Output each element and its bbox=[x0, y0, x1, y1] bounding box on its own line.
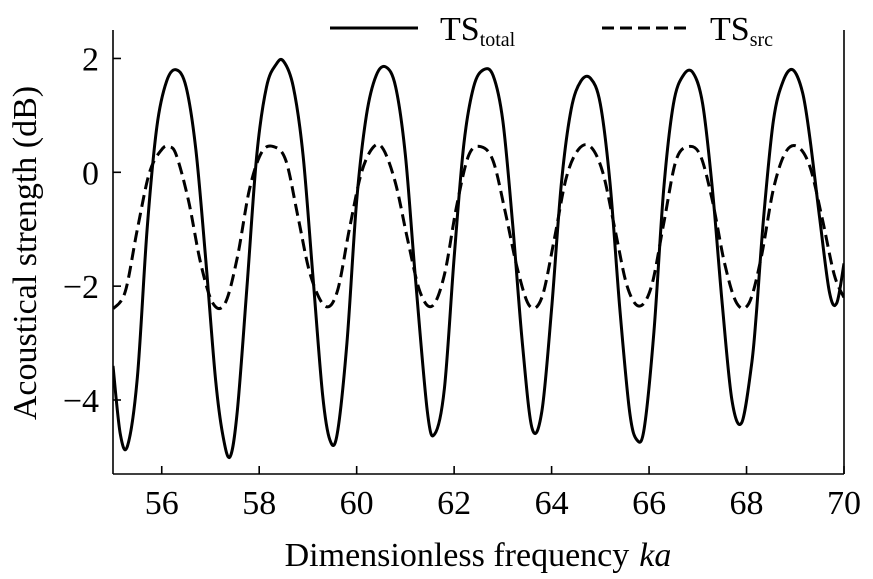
x-tick-label: 68 bbox=[730, 485, 764, 522]
x-axis-title: Dimensionless frequency ka bbox=[285, 537, 672, 574]
legend-label-total: TStotal bbox=[440, 11, 516, 51]
ticks: 56 58 60 62 64 66 68 70 2 0 −2 −4 bbox=[63, 41, 861, 522]
y-tick-label: 0 bbox=[82, 155, 99, 192]
y-tick-label: −4 bbox=[63, 383, 99, 420]
x-tick-label: 64 bbox=[535, 485, 569, 522]
legend-label-src-main: TS bbox=[710, 11, 750, 48]
x-tick-label: 70 bbox=[827, 485, 861, 522]
x-axis-title-main: Dimensionless frequency bbox=[285, 537, 630, 574]
x-tick-label: 60 bbox=[340, 485, 374, 522]
x-tick-label: 66 bbox=[632, 485, 666, 522]
y-tick-label: −2 bbox=[63, 269, 99, 306]
legend-label-total-main: TS bbox=[440, 11, 480, 48]
legend: TStotal TSsrc bbox=[330, 11, 773, 51]
series-line-total bbox=[113, 57, 844, 460]
x-tick-label: 56 bbox=[145, 485, 179, 522]
series-line-src bbox=[113, 142, 844, 311]
y-tick-label: 2 bbox=[82, 41, 99, 78]
y-axis-title: Acoustical strength (dB) bbox=[7, 86, 44, 420]
x-tick-label: 58 bbox=[242, 485, 276, 522]
legend-label-src: TSsrc bbox=[710, 11, 773, 51]
plot-area bbox=[113, 57, 844, 460]
legend-label-src-sub: src bbox=[750, 29, 773, 51]
x-tick-label: 62 bbox=[437, 485, 471, 522]
x-axis-title-var: ka bbox=[639, 537, 671, 574]
legend-label-total-sub: total bbox=[480, 29, 516, 51]
